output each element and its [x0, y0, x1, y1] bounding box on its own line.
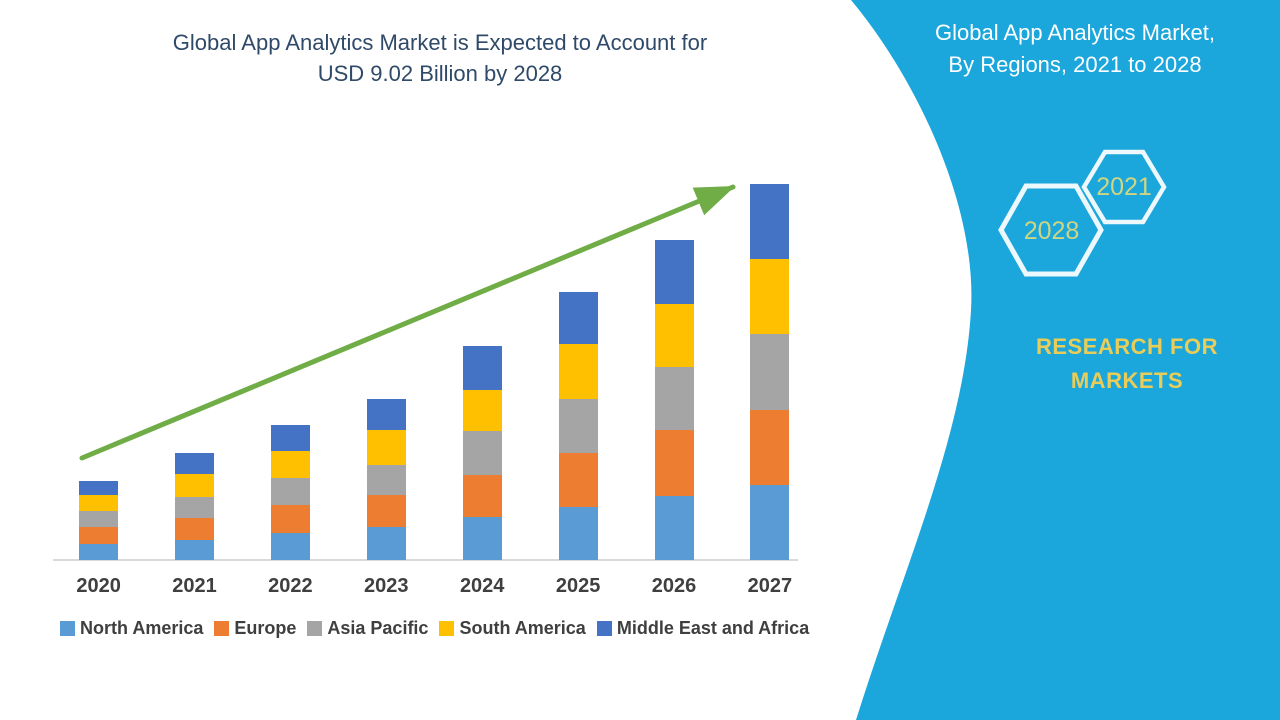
brand-line1: RESEARCH FOR — [1035, 334, 1218, 359]
bar-segment-middle-east-and-africa-2025 — [558, 292, 598, 344]
legend-swatch-north-america — [60, 621, 75, 636]
chart-legend: North America Europe Asia Pacific South Ame… — [60, 618, 809, 639]
legend-item-south-america: South America — [439, 618, 586, 639]
bar-segment-north-america-2020 — [79, 544, 119, 560]
chart-title: Global App Analytics Market is Expected … — [40, 27, 840, 89]
bar-segment-south-america-2023 — [366, 430, 406, 465]
bar-segment-europe-2020 — [79, 527, 119, 544]
legend-label-south-america: South America — [459, 618, 586, 638]
bar-segment-europe-2024 — [462, 475, 502, 517]
x-axis-label-2020: 2020 — [76, 575, 121, 597]
bar-segment-middle-east-and-africa-2021 — [175, 453, 214, 474]
x-axis-label-2023: 2023 — [364, 575, 409, 597]
bar-segment-south-america-2025 — [558, 344, 598, 399]
bar-segment-south-america-2020 — [79, 495, 119, 511]
bar-segment-middle-east-and-africa-2027 — [750, 184, 790, 259]
legend-label-north-america: North America — [80, 618, 204, 638]
panel-title-line2: By Regions, 2021 to 2028 — [948, 52, 1202, 77]
legend-label-europe: Europe — [234, 618, 297, 638]
stacked-bar-chart: 2020 2021 2022 2023 2024 2025 2026 2027 — [53, 184, 798, 597]
bar-segment-europe-2025 — [558, 453, 598, 507]
x-axis-label-2021: 2021 — [172, 575, 217, 597]
panel-title: Global App Analytics Market, By Regions,… — [880, 17, 1270, 81]
bar-segment-middle-east-and-africa-2020 — [79, 481, 119, 495]
bar-segment-asia-pacific-2025 — [558, 399, 598, 453]
bar-segment-south-america-2026 — [654, 304, 694, 367]
hexagon-2021-icon — [1081, 149, 1167, 225]
side-panel-shape — [851, 0, 1280, 720]
trend-arrow — [79, 184, 736, 461]
bar-segment-north-america-2022 — [270, 533, 310, 560]
bar-segment-south-america-2024 — [462, 390, 502, 431]
brand-text: RESEARCH FOR MARKETS — [1032, 330, 1222, 398]
bar-segment-europe-2022 — [270, 505, 310, 533]
bar-segment-europe-2021 — [175, 518, 214, 540]
legend-item-europe: Europe — [214, 618, 296, 639]
legend-label-asia-pacific: Asia Pacific — [327, 618, 429, 638]
bar-segment-asia-pacific-2027 — [750, 334, 790, 410]
x-axis-label-2026: 2026 — [651, 575, 697, 597]
panel-title-line1: Global App Analytics Market, — [934, 20, 1216, 45]
bar-segment-north-america-2023 — [366, 527, 406, 560]
bar-segment-north-america-2025 — [558, 507, 598, 560]
legend-swatch-asia-pacific — [307, 621, 323, 636]
legend-item-middle-east-and-africa: Middle East and Africa — [596, 618, 810, 639]
bar-segment-asia-pacific-2022 — [270, 478, 310, 505]
bar-segment-south-america-2021 — [175, 474, 214, 497]
legend-swatch-middle-east-and-africa — [596, 621, 612, 636]
hexagon-label-2021: 2021 — [1096, 173, 1152, 201]
x-axis-line — [53, 559, 798, 561]
x-axis-label-2027: 2027 — [747, 575, 793, 597]
bar-segment-middle-east-and-africa-2024 — [462, 346, 502, 390]
chart-title-line1: Global App Analytics Market is Expected … — [172, 30, 708, 55]
bar-segment-asia-pacific-2023 — [366, 465, 406, 495]
legend-label-middle-east-and-africa: Middle East and Africa — [616, 618, 810, 638]
legend-swatch-south-america — [439, 621, 455, 636]
bar-segment-middle-east-and-africa-2026 — [654, 240, 694, 304]
legend-item-north-america: North America — [60, 618, 203, 639]
bar-segment-asia-pacific-2021 — [175, 497, 214, 518]
bar-segment-north-america-2024 — [462, 517, 502, 560]
bar-segment-europe-2023 — [366, 495, 406, 527]
bar-segment-europe-2027 — [750, 410, 790, 485]
bar-segment-south-america-2027 — [750, 259, 790, 334]
brand-line2: MARKETS — [1070, 368, 1184, 393]
bar-segment-middle-east-and-africa-2023 — [366, 399, 406, 430]
bar-segment-middle-east-and-africa-2022 — [270, 425, 310, 451]
bar-segment-south-america-2022 — [270, 451, 310, 478]
x-axis-label-2022: 2022 — [268, 575, 313, 597]
legend-swatch-europe — [214, 621, 230, 636]
chart-title-line2: USD 9.02 Billion by 2028 — [317, 61, 563, 86]
bar-segment-north-america-2021 — [175, 540, 214, 560]
bar-segment-asia-pacific-2024 — [462, 431, 502, 475]
hexagon-label-2028: 2028 — [1023, 217, 1080, 245]
x-axis-label-2025: 2025 — [555, 575, 601, 597]
hexagon-2028-icon — [998, 183, 1104, 277]
bar-segment-north-america-2027 — [750, 485, 790, 560]
x-axis-label-2024: 2024 — [459, 575, 505, 597]
bar-segment-europe-2026 — [654, 430, 694, 496]
legend-item-asia-pacific: Asia Pacific — [307, 618, 428, 639]
bar-segment-asia-pacific-2026 — [654, 367, 694, 430]
bar-segment-asia-pacific-2020 — [79, 511, 119, 527]
bar-segment-north-america-2026 — [654, 496, 694, 560]
